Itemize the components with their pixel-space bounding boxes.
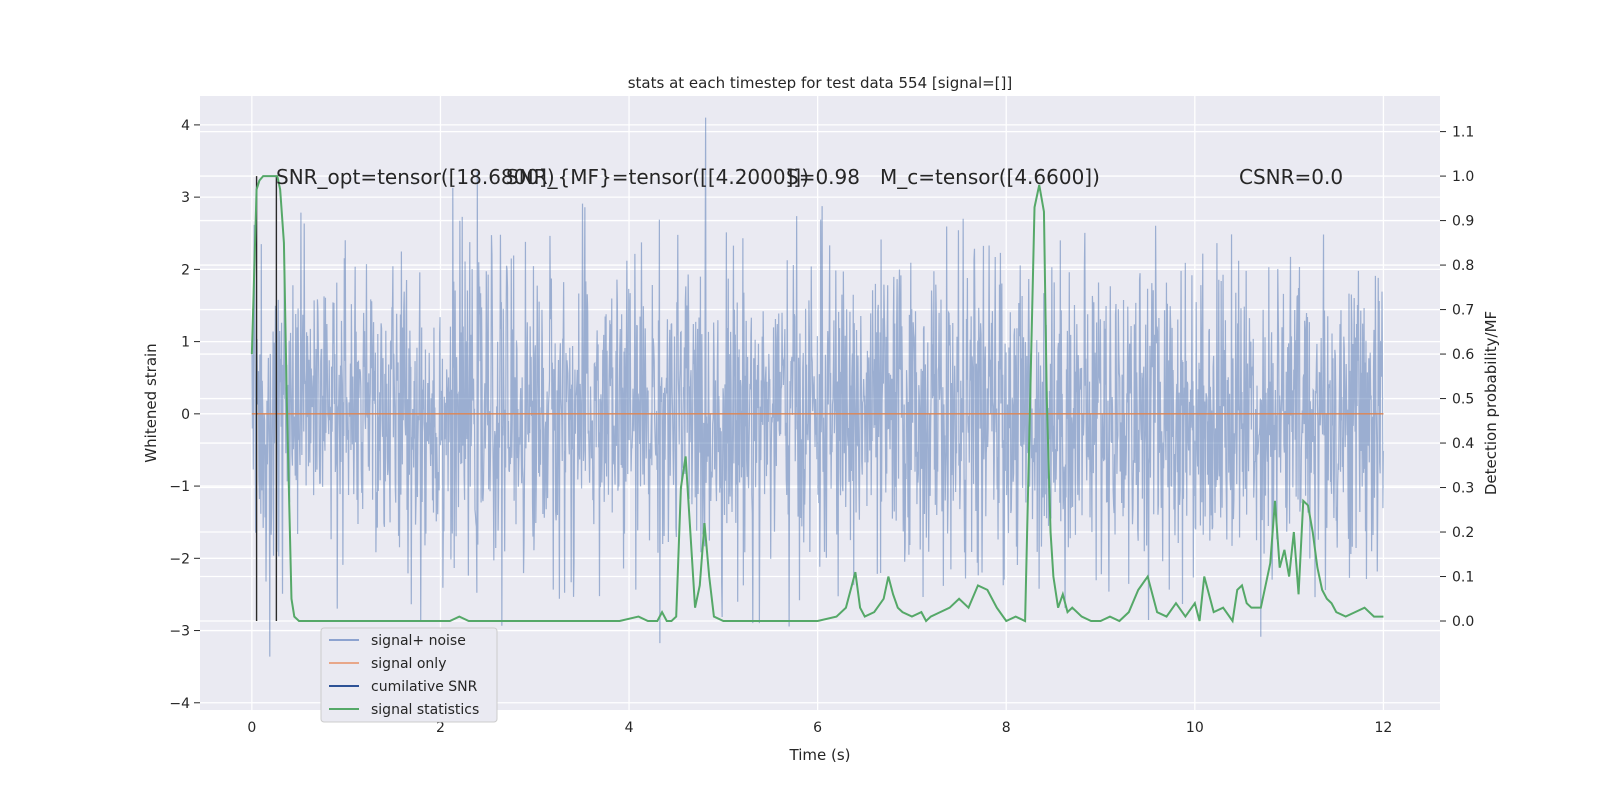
legend-label-signal-only: signal only <box>371 656 446 672</box>
y-axis-right-label: Detection probability/MF <box>1482 311 1500 495</box>
y-left-tick-label: 0 <box>181 407 190 423</box>
x-tick-label: 4 <box>625 720 634 736</box>
y-left-tick-label: 4 <box>181 118 190 134</box>
y-left-tick-label: −3 <box>169 624 190 640</box>
annotation-mc: M_c=tensor([4.6600]) <box>880 165 1100 189</box>
legend: signal+ noise signal only cumilative SNR… <box>320 627 498 723</box>
legend-box <box>320 627 498 723</box>
y-right-tick-label: 0.7 <box>1452 303 1474 319</box>
annotations: SNR_opt=tensor([18.6800]) SNR_{MF}=tenso… <box>276 165 1343 189</box>
y-right-tick-label: 0.3 <box>1452 481 1474 497</box>
signal-plus-noise-line <box>251 117 1385 657</box>
legend-label-signal-noise: signal+ noise <box>371 633 466 649</box>
signal-statistics-line <box>250 175 1384 624</box>
y-left-tick-label: −2 <box>169 551 190 567</box>
axis-ticks: 0 2 4 6 8 10 12−4−3−2−1012340.00.10.20.30.40.5… <box>169 118 1474 736</box>
x-tick-label: 8 <box>1002 720 1011 736</box>
chart-title: stats at each timestep for test data 554… <box>628 74 1013 92</box>
signal-statistics-series <box>250 175 1384 624</box>
cumulative-snr-markers <box>255 176 278 622</box>
legend-label-signal-statistics: signal statistics <box>371 702 479 718</box>
y-left-tick-label: 2 <box>181 262 190 278</box>
annotation-snr-opt: SNR_opt=tensor([18.6800]) <box>276 165 555 189</box>
y-right-tick-label: 1.1 <box>1452 125 1474 141</box>
annotation-snr-mf: SNR_{MF}=tensor([[4.2000]]) <box>506 165 809 189</box>
y-right-tick-label: 0.5 <box>1452 392 1474 408</box>
legend-label-cumulative-snr: cumilative SNR <box>371 679 478 695</box>
y-left-tick-label: −1 <box>169 479 190 495</box>
y-left-tick-label: −4 <box>169 696 190 712</box>
y-right-tick-label: 0.2 <box>1452 525 1474 541</box>
y-right-tick-label: 0.0 <box>1452 614 1474 630</box>
y-left-tick-label: 1 <box>181 335 190 351</box>
y-right-tick-label: 0.4 <box>1452 436 1474 452</box>
signal-plus-noise-series <box>251 117 1385 657</box>
y-right-tick-label: 0.8 <box>1452 258 1474 274</box>
x-tick-label: 10 <box>1186 720 1204 736</box>
x-tick-label: 2 <box>436 720 445 736</box>
y-left-tick-label: 3 <box>181 190 190 206</box>
y-axis-left-label: Whitened strain <box>142 343 160 462</box>
x-axis-label: Time (s) <box>789 746 851 764</box>
y-right-tick-label: 0.1 <box>1452 570 1474 586</box>
annotation-s: S=0.98 <box>786 165 860 189</box>
x-tick-label: 6 <box>813 720 822 736</box>
x-tick-label: 12 <box>1375 720 1393 736</box>
annotation-csnr: CSNR=0.0 <box>1239 165 1343 189</box>
x-tick-label: 0 <box>247 720 256 736</box>
y-right-tick-label: 0.9 <box>1452 214 1474 230</box>
y-right-tick-label: 1.0 <box>1452 169 1474 185</box>
y-right-tick-label: 0.6 <box>1452 347 1474 363</box>
